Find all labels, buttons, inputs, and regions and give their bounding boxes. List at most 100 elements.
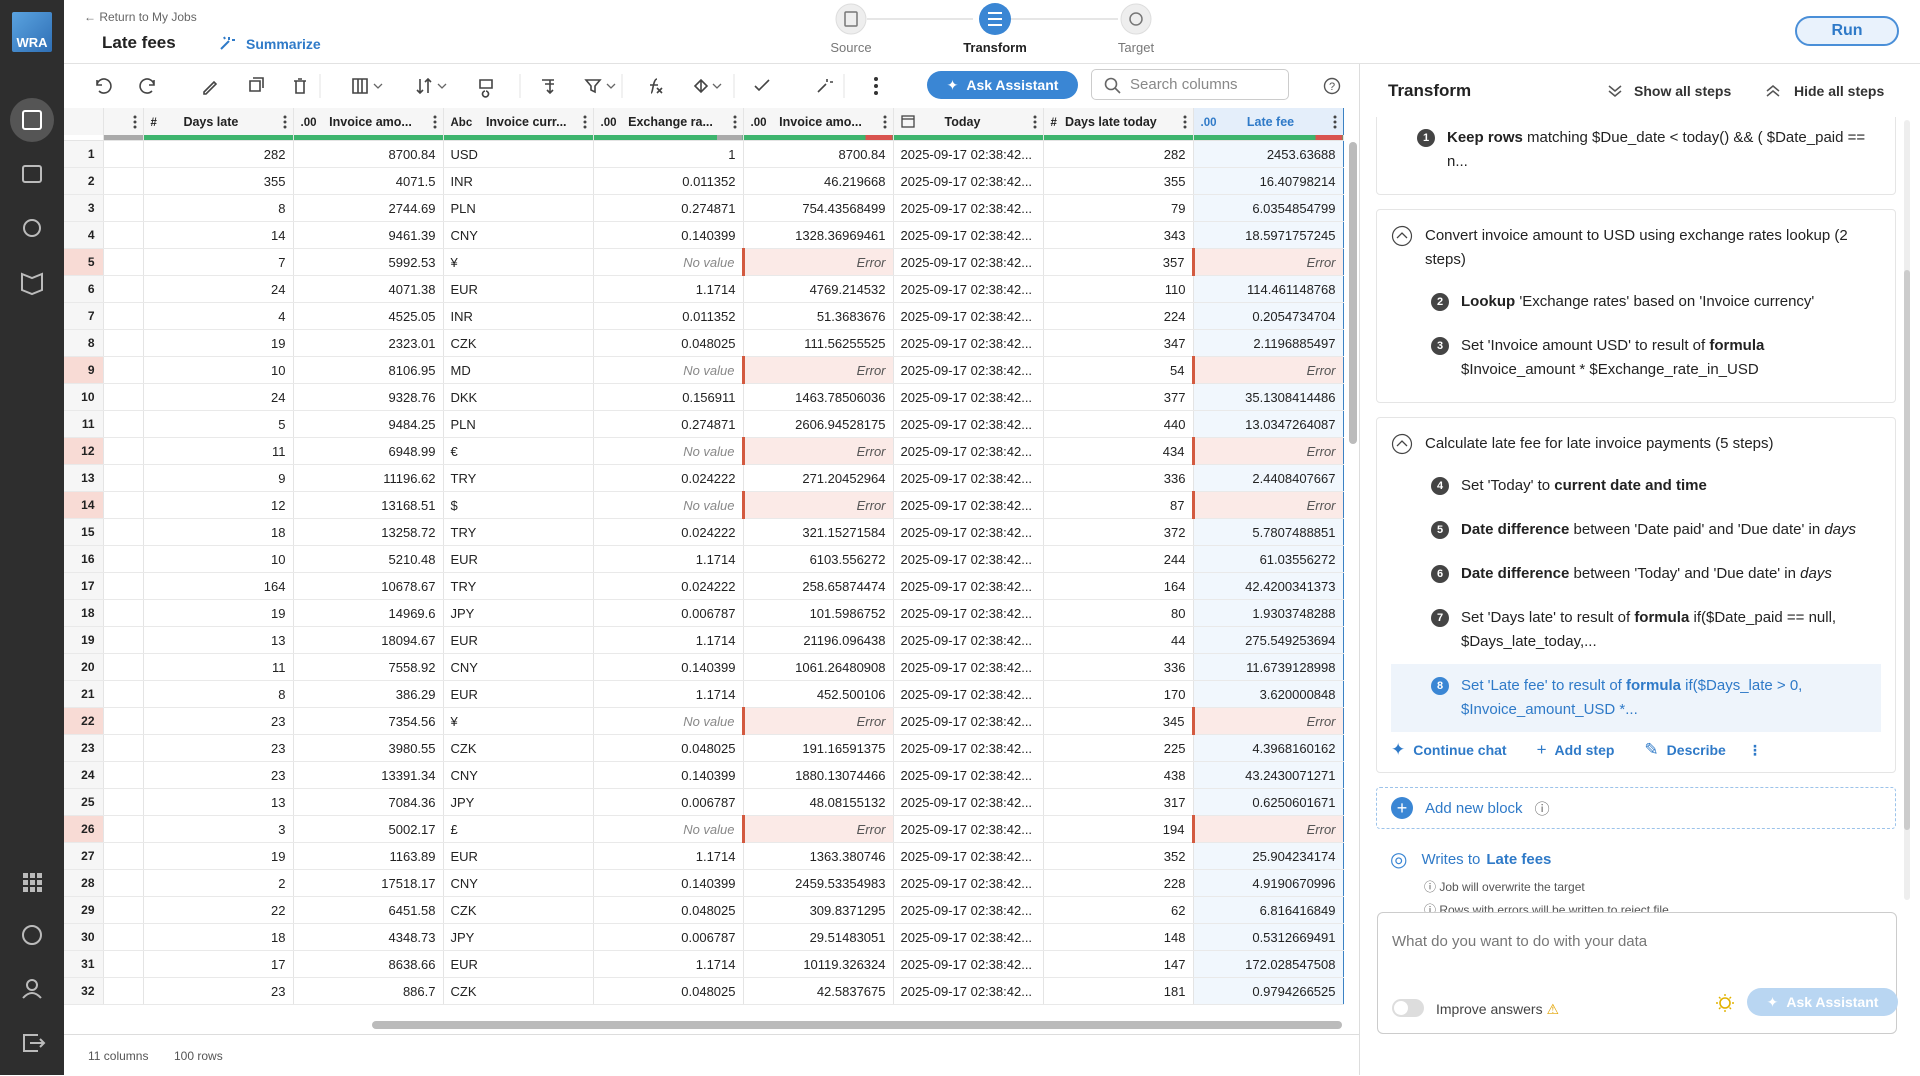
step[interactable]: 7 Set 'Days late' to result of formula if… <box>1391 596 1881 664</box>
column-menu[interactable] <box>133 115 137 129</box>
action-label[interactable]: Describe <box>1666 742 1726 758</box>
run-button[interactable]: Run <box>1795 16 1899 46</box>
tool-validate[interactable] <box>754 79 770 92</box>
step-source[interactable] <box>835 3 867 35</box>
column-menu[interactable] <box>883 115 887 129</box>
more-dot[interactable] <box>874 77 878 81</box>
chevrons-down <box>1608 85 1622 97</box>
tool-sort[interactable] <box>416 77 432 95</box>
h-scrollbar[interactable] <box>372 1021 1342 1029</box>
nav-connections[interactable] <box>23 219 41 237</box>
step[interactable]: 5 Date difference between 'Date paid' and… <box>1391 508 1881 552</box>
tool-edit[interactable] <box>203 80 218 95</box>
nav-files[interactable] <box>22 165 42 183</box>
tool-undo[interactable] <box>96 78 112 94</box>
more-dot[interactable] <box>874 91 878 95</box>
bulb-icon[interactable] <box>1715 993 1735 1013</box>
column-menu[interactable] <box>1033 115 1037 129</box>
tool-redo[interactable] <box>139 78 155 94</box>
step[interactable]: 4 Set 'Today' to current date and time <box>1391 464 1881 508</box>
search-columns[interactable]: Search columns <box>1091 69 1289 100</box>
column-header[interactable]: # Days late <box>143 108 294 135</box>
v-scrollbar[interactable] <box>1349 142 1357 444</box>
action-label[interactable]: Add step <box>1554 742 1615 758</box>
help-icon[interactable]: ? <box>1323 77 1341 95</box>
action-label[interactable]: Continue chat <box>1413 742 1507 758</box>
cell: 282 <box>1043 140 1194 168</box>
step-label[interactable]: Source <box>830 40 872 55</box>
hide-all-steps[interactable]: Hide all steps <box>1794 83 1885 99</box>
column-menu[interactable] <box>1183 115 1187 129</box>
more-dot[interactable] <box>874 84 878 88</box>
column-menu[interactable] <box>1333 115 1337 129</box>
nav-jobs[interactable] <box>22 110 42 130</box>
column-header[interactable]: Today <box>893 108 1044 135</box>
cell: No value <box>593 248 744 276</box>
chat-placeholder[interactable]: What do you want to do with your data <box>1392 933 1648 950</box>
step[interactable]: 8 Set 'Late fee' to result of formula if(… <box>1391 664 1881 732</box>
back-link[interactable]: ← Return to My Jobs <box>84 10 197 24</box>
panel-scroll-thumb[interactable] <box>1904 270 1910 830</box>
action[interactable]: + Add step <box>1537 740 1615 760</box>
tool-formula[interactable] <box>650 78 663 94</box>
cell: 1880.13074466 <box>743 761 894 789</box>
step-target[interactable] <box>1120 3 1152 35</box>
writes-target[interactable]: Late fees <box>1486 851 1552 868</box>
row-number: 20 <box>64 653 104 681</box>
more-actions[interactable]: ⋮ <box>1747 741 1762 758</box>
tool-duplicate[interactable] <box>249 77 264 92</box>
action[interactable]: ✦ Continue chat <box>1391 740 1507 760</box>
show-all-steps[interactable]: Show all steps <box>1634 83 1732 99</box>
cell: 2025-09-17 02:38:42... <box>893 842 1044 870</box>
cell: 2459.53354983 <box>743 869 894 897</box>
column-header[interactable]: .00 Invoice amo... <box>743 108 894 135</box>
column-menu[interactable] <box>733 115 737 129</box>
chat-ask-text[interactable]: Ask Assistant <box>1786 994 1879 1010</box>
column-menu[interactable] <box>583 115 587 129</box>
step[interactable]: 3 Set 'Invoice amount USD' to result of f… <box>1391 324 1881 392</box>
dropdown-caret[interactable] <box>606 83 616 89</box>
row-number: 7 <box>64 302 104 330</box>
summarize-button[interactable]: Summarize <box>246 36 321 52</box>
nav-help[interactable] <box>22 925 42 945</box>
tool-clean[interactable] <box>693 78 709 94</box>
tool-columns[interactable] <box>352 78 368 94</box>
step-label[interactable]: Transform <box>963 40 1027 55</box>
column-header[interactable] <box>103 108 144 135</box>
column-menu[interactable] <box>283 115 287 129</box>
column-header[interactable]: .00 Late fee <box>1192 108 1344 135</box>
tool-filter[interactable] <box>584 79 602 94</box>
step-label[interactable]: Target <box>1117 40 1155 55</box>
tool-lookup[interactable] <box>479 79 493 98</box>
column-header[interactable]: .00 Invoice amo... <box>293 108 444 135</box>
ask-assistant-button[interactable]: ✦ Ask Assistant <box>927 71 1078 99</box>
collapse-icon[interactable] <box>1391 433 1413 455</box>
tool-magic[interactable] <box>817 79 833 93</box>
nav-apps[interactable] <box>23 873 42 892</box>
chat-box[interactable]: What do you want to do with your data Im… <box>1377 912 1898 1034</box>
column-header[interactable]: .00 Exchange ra... <box>593 108 744 135</box>
dropdown-caret[interactable] <box>712 83 722 89</box>
column-header[interactable]: # Days late today <box>1043 108 1194 135</box>
chat-ask-button[interactable]: ✦ Ask Assistant <box>1747 988 1898 1016</box>
step[interactable]: 1 Keep rows matching $Due_date < today() … <box>1391 117 1881 184</box>
collapse-icon[interactable] <box>1391 225 1413 247</box>
column-menu[interactable] <box>433 115 437 129</box>
column-header[interactable]: Abc Invoice curr... <box>443 108 594 135</box>
nav-logout[interactable] <box>23 1034 46 1052</box>
step[interactable]: 6 Date difference between 'Today' and 'Du… <box>1391 552 1881 596</box>
action[interactable]: ✎ Describe <box>1644 740 1725 760</box>
add-new-block[interactable]: + Add new block ⓘ <box>1376 787 1896 829</box>
nav-docs[interactable] <box>21 272 43 296</box>
tool-sort-rows[interactable] <box>542 79 554 95</box>
step-number: 7 <box>1431 609 1449 627</box>
nav-user[interactable] <box>26 979 38 991</box>
dropdown-caret[interactable] <box>373 83 383 89</box>
tool-delete[interactable] <box>294 78 306 94</box>
toggle[interactable] <box>1392 999 1424 1017</box>
dropdown-caret[interactable] <box>437 83 447 89</box>
ask-text[interactable]: Ask Assistant <box>966 77 1059 93</box>
back-text[interactable]: Return to My Jobs <box>99 10 197 24</box>
step[interactable]: 2 Lookup 'Exchange rates' based on 'Invoi… <box>1391 280 1881 324</box>
logo[interactable]: WRA <box>12 12 52 52</box>
